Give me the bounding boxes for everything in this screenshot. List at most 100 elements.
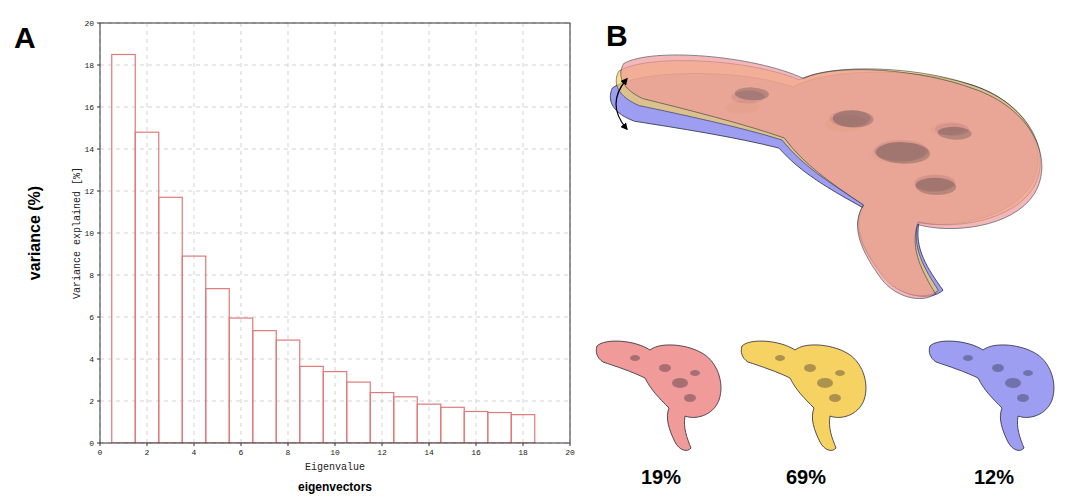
tick [97,191,100,192]
x-axis-label: Eigenvalue [305,462,365,473]
overlay-map-surface [613,53,1045,303]
y-tick-label: 18 [84,61,94,70]
panel-b: B19%69%12% [596,19,1054,488]
x-tick-label: 8 [286,448,291,457]
class-map [596,341,721,450]
bar [182,256,206,443]
x-tick-label: 16 [471,448,481,457]
class-map [741,341,866,450]
grid-line [523,23,524,443]
tick [147,443,148,446]
x-tick-label: 10 [330,448,340,457]
swing-arrow [616,80,626,128]
x-tick-label: 6 [239,448,244,457]
map-texture [1023,370,1033,376]
bars [112,55,535,444]
bar [511,415,535,443]
tick [476,443,477,446]
tick [570,443,571,446]
tick [194,443,195,446]
y-tick-label: 16 [84,103,94,112]
map-texture [829,394,841,402]
bar [253,331,277,443]
bar [370,393,394,443]
bar [300,366,324,443]
grid-line [100,359,570,360]
overlay-map [613,53,1045,303]
tick [335,443,336,446]
map-texture [992,364,1004,372]
tick [97,107,100,108]
y-axis-title: variance (%) [26,186,43,280]
grid-line [100,65,570,66]
x-axis-title: eigenvectors [298,480,372,494]
y-tick-label: 0 [89,439,94,448]
tick [97,233,100,234]
map-texture [835,370,845,376]
bar [135,132,159,443]
panel-letter: A [14,21,36,54]
x-tick-label: 0 [98,448,103,457]
x-tick-label: 2 [145,448,150,457]
map-texture [775,355,785,361]
map-texture [672,378,688,388]
tick [523,443,524,446]
y-tick-label: 10 [84,229,94,238]
panel-a: A0246810121416182002468101214161820Varia… [14,19,575,494]
map-texture [937,126,971,140]
tick [97,149,100,150]
tick [241,443,242,446]
bar [323,372,347,443]
bar [394,397,418,443]
grid-line [100,191,570,192]
tick [97,317,100,318]
overlay [609,53,1045,312]
y-axis-label: Variance explained [%] [72,167,83,299]
map-texture [915,177,956,196]
plot-frame [100,23,570,443]
grid-line [100,401,570,402]
grid-line [147,23,148,443]
tick [97,443,100,444]
tick [429,443,430,446]
bar [441,407,465,443]
class-map-surface [741,341,866,450]
grid-line [194,23,195,443]
y-tick-label: 6 [89,313,94,322]
bar [159,197,183,443]
grid-line [100,107,570,108]
tick [97,275,100,276]
bar [112,55,136,444]
x-tick-label: 18 [518,448,528,457]
tick [288,443,289,446]
bar [229,318,253,443]
y-tick-label: 4 [89,355,94,364]
map-texture [875,141,930,164]
tick [382,443,383,446]
map-texture [1017,394,1029,402]
class-map-surface [596,341,721,450]
grid-line [100,317,570,318]
map-texture [690,370,700,376]
map-texture [684,394,696,402]
tick [97,65,100,66]
map-texture [963,355,973,361]
bar [417,404,441,443]
map-texture [804,364,816,372]
grid-line [241,23,242,443]
panel-letter: B [606,19,628,52]
map-texture [735,87,769,101]
bar [347,382,371,443]
map-texture [832,110,873,129]
x-tick-label: 20 [565,448,575,457]
y-tick-label: 8 [89,271,94,280]
map-texture [817,378,833,388]
map-texture [1005,378,1021,388]
class-map [929,341,1054,450]
y-tick-label: 12 [84,187,94,196]
bar [206,289,230,443]
tick [97,359,100,360]
y-tick-label: 20 [84,19,94,28]
map-texture [630,355,640,361]
grid-line [100,233,570,234]
